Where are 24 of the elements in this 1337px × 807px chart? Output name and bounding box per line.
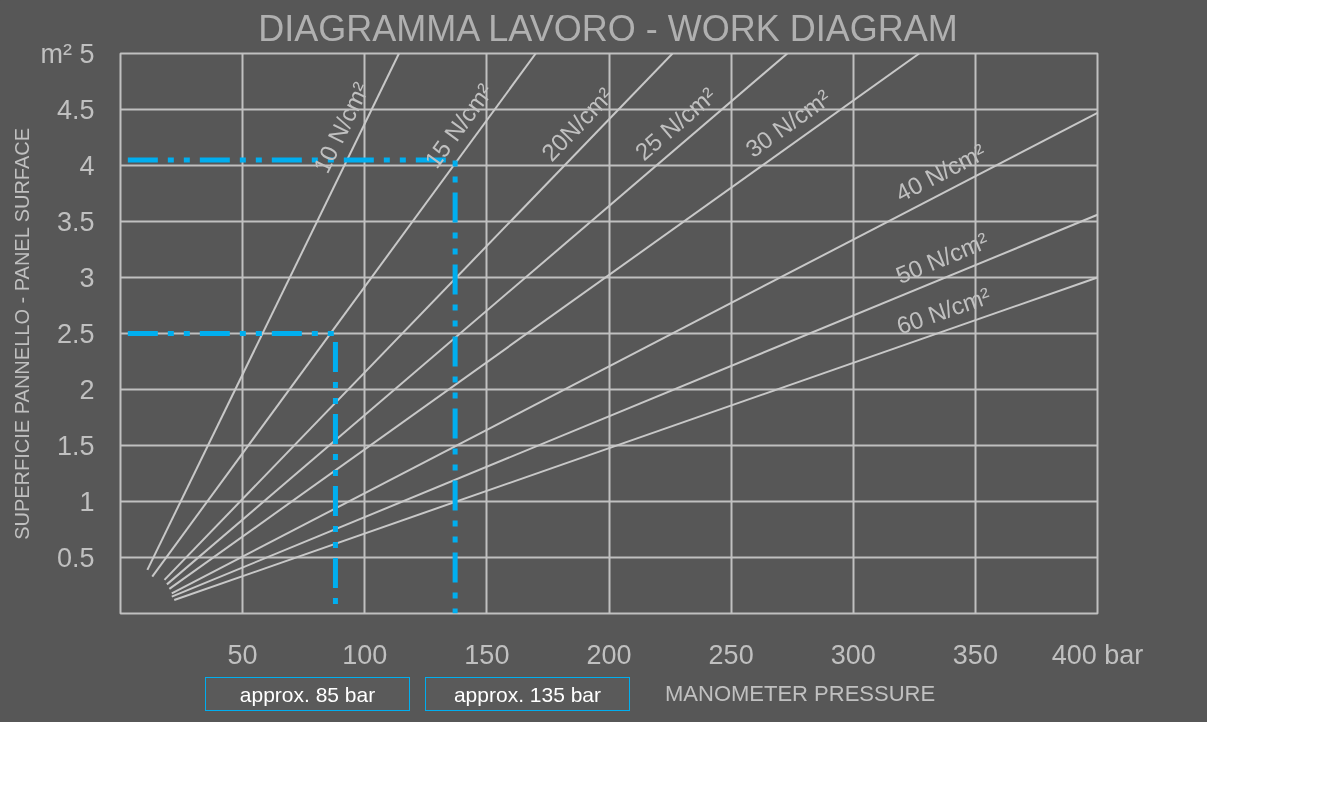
y-tick-label: 4 [79,150,95,181]
y-tick-label: 0.5 [56,542,95,573]
x-tick-label: 150 [464,639,510,670]
text: approx. 85 bar [239,682,376,708]
x-tick-label: 200 [586,639,632,670]
y-tick-label: 3 [79,262,95,293]
y-tick-label: 3.5 [56,206,95,237]
x-tick-label: 300 [830,639,876,670]
y-tick-label: 4.5 [56,94,95,125]
x-axis-title: MANOMETER PRESSURE [665,680,936,708]
x-tick-label: 250 [708,639,754,670]
x-tick-label: 350 [952,639,998,670]
text: 50 N/cm² [891,226,993,289]
x-tick-label: 400 bar [1051,639,1144,670]
y-tick-label: 1.5 [56,430,95,461]
y-tick-label: 2 [79,374,95,405]
chart-title: DIAGRAMMA LAVORO - WORK DIAGRAM [258,7,958,49]
y-axis-title: SUPERFICIE PANNELLO - PANEL SURFACE [10,127,33,540]
x-tick-label: 100 [342,639,388,670]
y-tick-label: 2.5 [56,318,95,349]
y-tick-label: m² 5 [40,38,95,69]
y-tick-label: 1 [79,486,95,517]
x-tick-label: 50 [227,639,258,670]
text: approx. 135 bar [453,682,602,708]
